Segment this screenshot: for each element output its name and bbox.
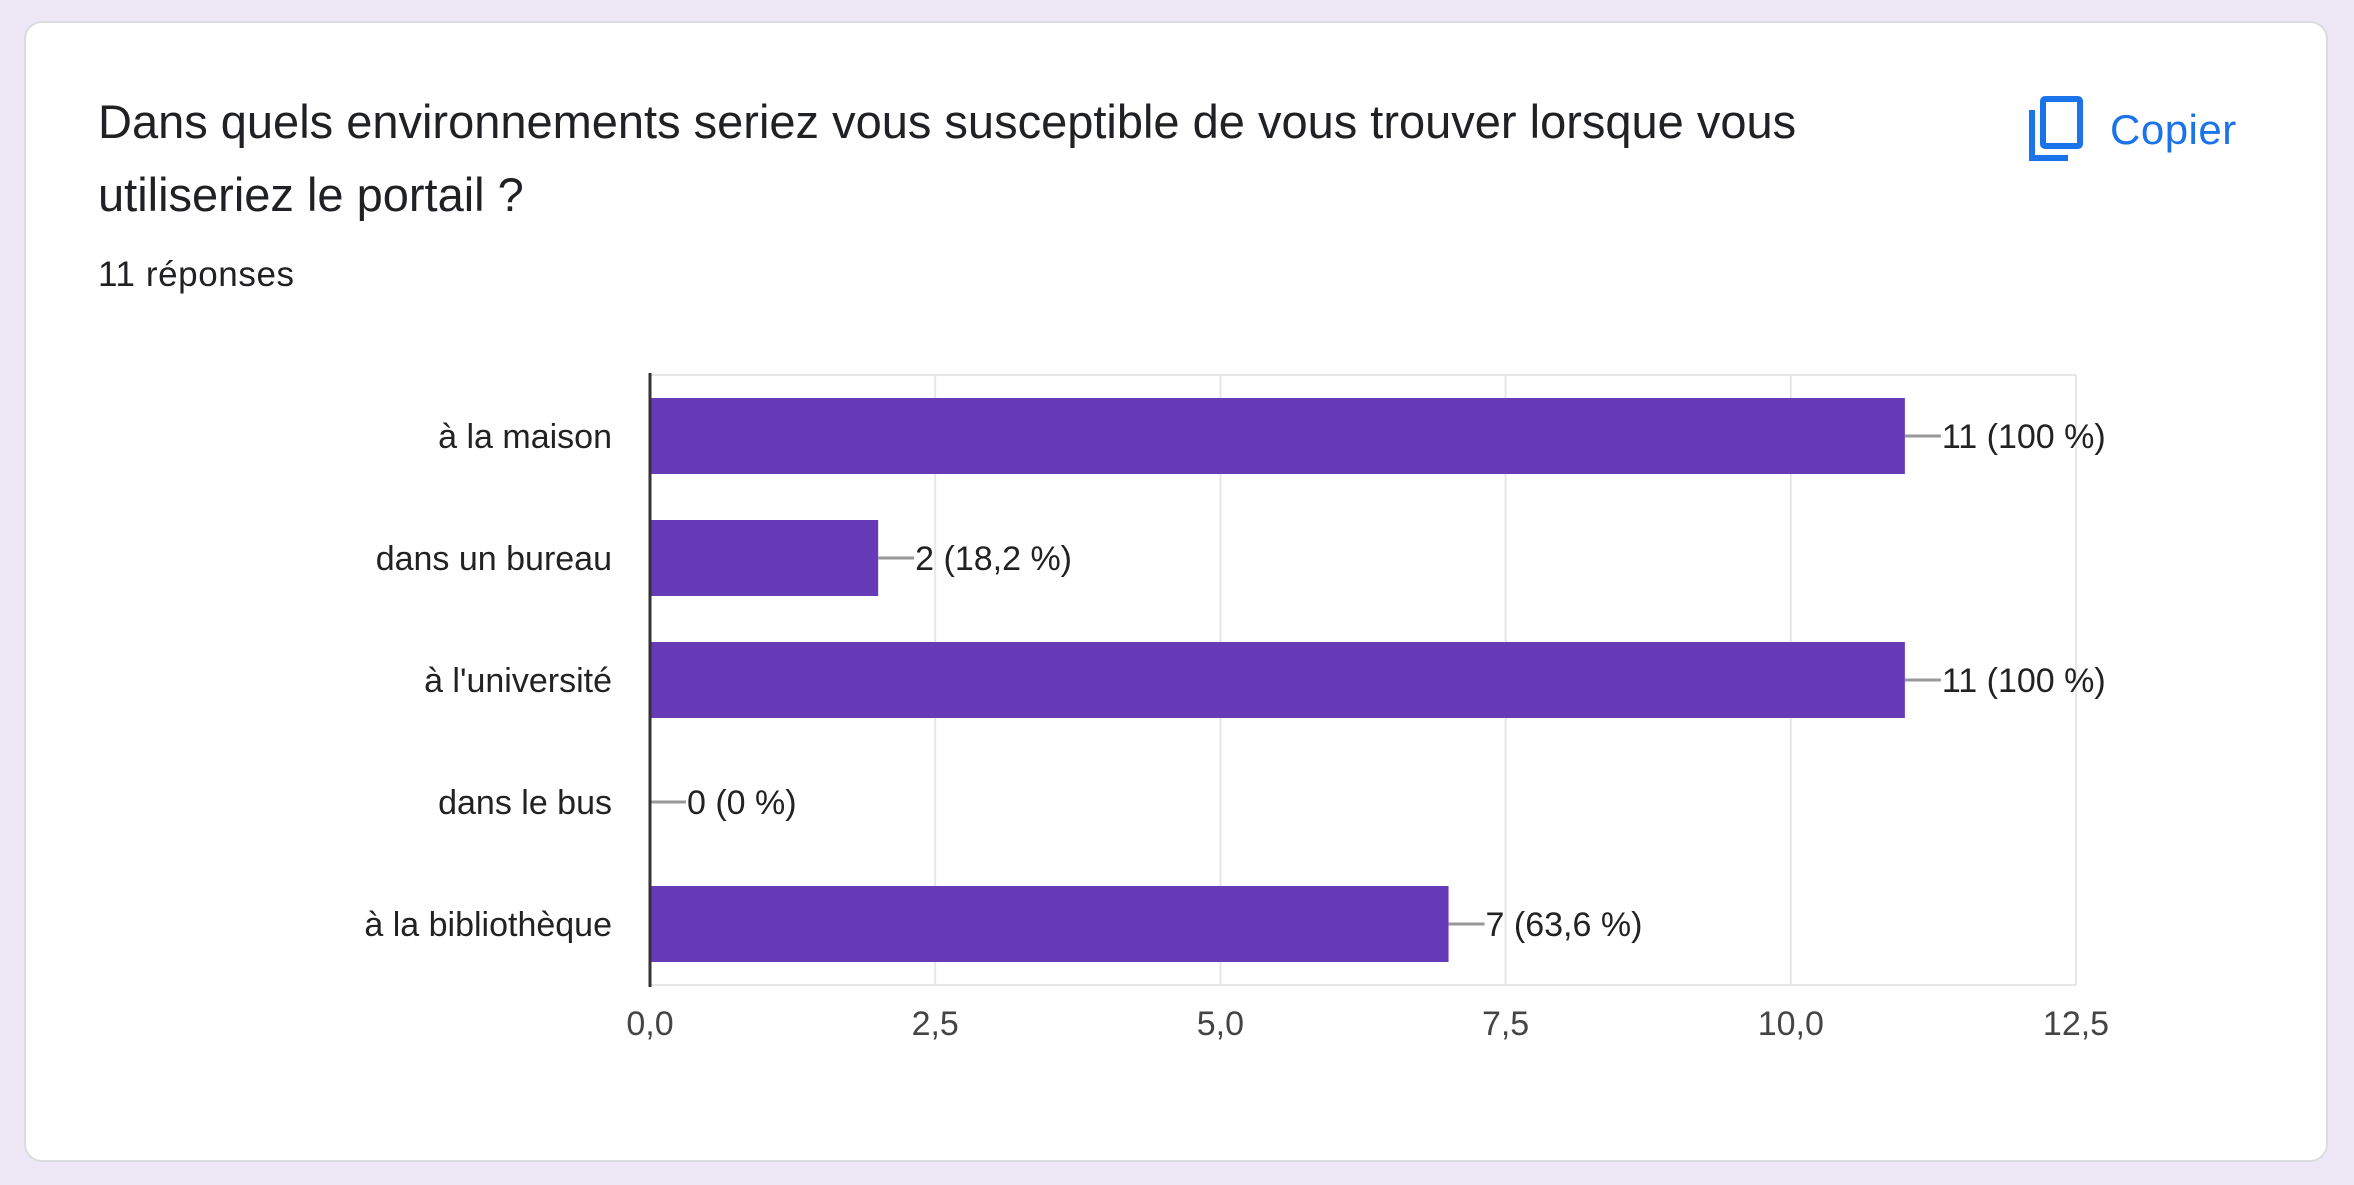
x-tick-label: 0,0 [626,1005,673,1043]
category-label: à la maison [438,418,612,456]
category-label: à la bibliothèque [364,906,612,944]
copy-icon [2029,96,2083,161]
bar [650,520,879,596]
category-label: dans le bus [438,784,612,822]
data-label: 7 (63,6 %) [1486,906,1643,944]
data-label: 0 (0 %) [687,784,797,822]
x-tick-label: 12,5 [2043,1005,2109,1043]
data-label: 2 (18,2 %) [915,540,1072,578]
category-label: à l'université [424,662,612,700]
category-label: dans un bureau [376,540,612,578]
question-title: Dans quels environnements seriez vous su… [98,95,1797,221]
x-tick-label: 7,5 [1482,1005,1529,1043]
bar [650,642,1905,718]
copy-label: Copier [2110,106,2237,153]
bar [650,398,1905,474]
data-label: 11 (100 %) [1942,662,2106,700]
response-count: 11 réponses [98,255,295,294]
copy-button[interactable]: Copier [2016,75,2247,185]
x-tick-label: 10,0 [1758,1005,1824,1043]
question-summary-card: Dans quels environnements seriez vous su… [24,21,2328,1162]
x-tick-label: 5,0 [1197,1005,1244,1043]
data-label: 11 (100 %) [1942,418,2106,456]
bar [650,886,1449,962]
x-tick-label: 2,5 [912,1005,959,1043]
